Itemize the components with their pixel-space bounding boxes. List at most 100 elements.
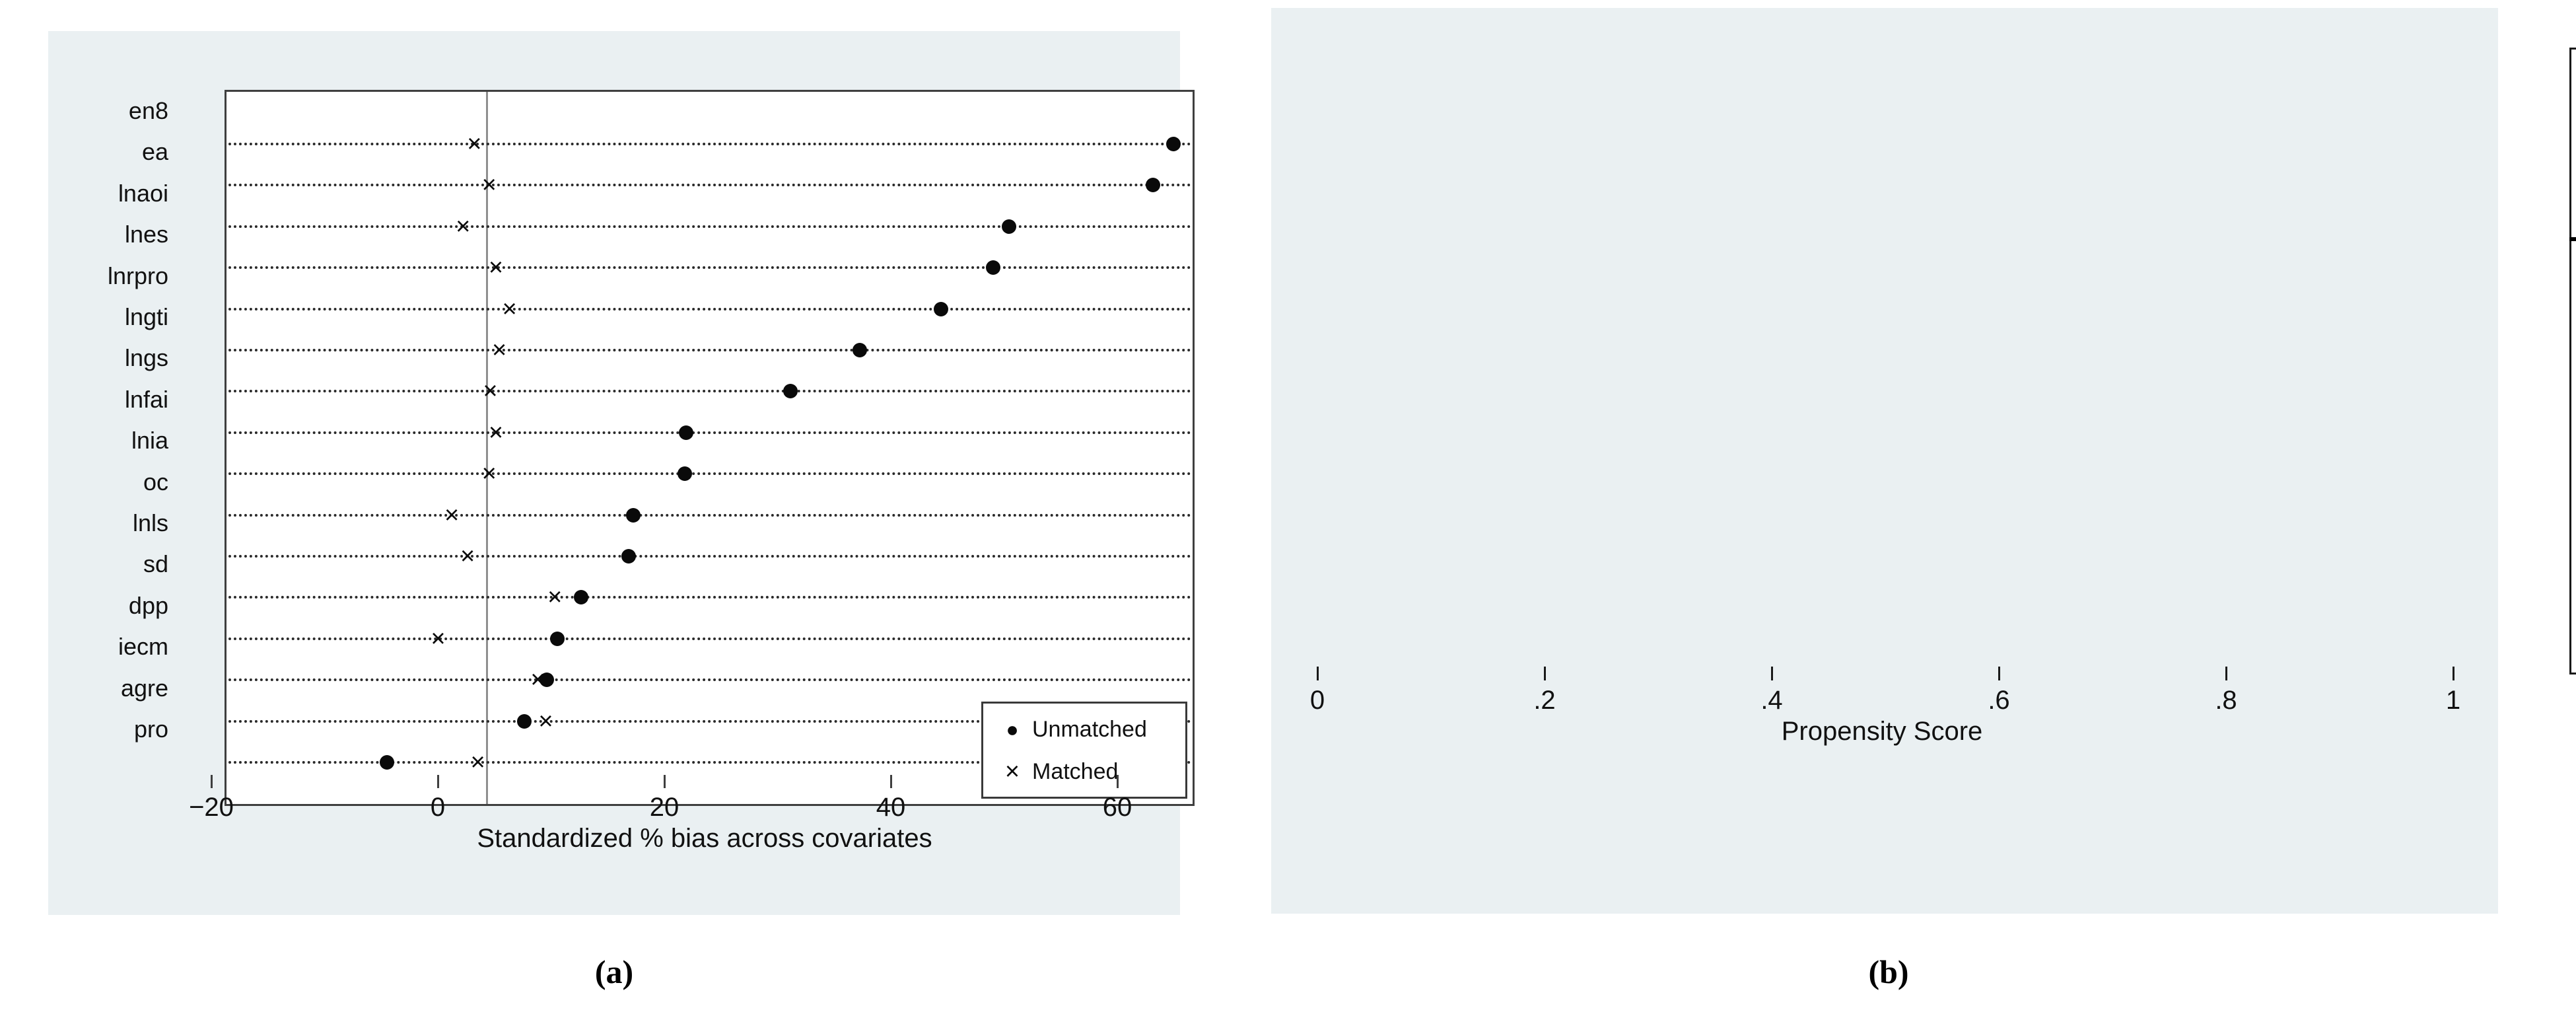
unmatched-dot-marker bbox=[573, 590, 588, 605]
x-tick-mark bbox=[664, 775, 666, 788]
x-tick-mark bbox=[2453, 667, 2454, 680]
matched-x-marker: × bbox=[456, 212, 471, 240]
x-tick-mark bbox=[2225, 667, 2227, 680]
x-tick-label: .6 bbox=[1988, 686, 2010, 715]
unmatched-dot-marker bbox=[678, 466, 693, 482]
category-label-lnia: lnia bbox=[131, 427, 168, 455]
leader-line bbox=[228, 184, 1191, 187]
category-label-lnfai: lnfai bbox=[124, 385, 168, 413]
leader-line bbox=[228, 225, 1191, 228]
histogram-plot-area bbox=[2569, 48, 2576, 674]
x-tick-mark bbox=[1998, 667, 2000, 680]
category-label-lnes: lnes bbox=[124, 221, 168, 248]
leader-line bbox=[228, 349, 1191, 351]
propensity-histogram-panel: 0.2.4.6.81 Propensity Score Untreated: O… bbox=[1271, 8, 2576, 914]
category-label-lngs: lngs bbox=[124, 344, 168, 372]
x-tick-label: 60 bbox=[1102, 793, 1132, 822]
leader-line bbox=[228, 513, 1191, 517]
matched-x-marker: × bbox=[481, 171, 497, 200]
histogram-x-axis-title: Propensity Score bbox=[1781, 717, 1983, 746]
x-tick-label: 20 bbox=[649, 793, 679, 822]
matched-x-marker: × bbox=[530, 666, 545, 694]
leader-line bbox=[228, 307, 1191, 310]
leader-line bbox=[228, 266, 1191, 270]
x-tick-label: .4 bbox=[1760, 686, 1783, 715]
x-tick-label: −20 bbox=[189, 793, 234, 822]
x-tick-mark bbox=[1317, 667, 1319, 680]
unmatched-dot-marker bbox=[679, 425, 694, 440]
x-tick-mark bbox=[1771, 667, 1773, 680]
leader-line bbox=[228, 761, 1191, 764]
x-tick-label: 0 bbox=[1309, 686, 1325, 715]
category-label-pro: pro bbox=[133, 715, 168, 743]
matched-x-marker: × bbox=[488, 254, 504, 282]
bias-chart-x-axis-title: Standardized % bias across covariates bbox=[477, 824, 932, 853]
unmatched-dot-marker bbox=[1145, 178, 1160, 193]
unmatched-dot-marker bbox=[540, 673, 555, 688]
category-label-dpp: dpp bbox=[128, 591, 168, 619]
category-label-en8: en8 bbox=[128, 97, 168, 124]
x-tick-label: .8 bbox=[2215, 686, 2237, 715]
legend-item-matched: × Matched bbox=[983, 751, 1185, 792]
x-tick-mark bbox=[437, 775, 439, 788]
dot-legend-marker-icon: ● bbox=[1006, 717, 1019, 741]
category-label-ea: ea bbox=[141, 138, 168, 166]
leader-line bbox=[228, 678, 1191, 682]
unmatched-dot-marker bbox=[625, 507, 641, 523]
category-label-lnaoi: lnaoi bbox=[118, 179, 168, 207]
x-tick-label: 1 bbox=[2445, 686, 2461, 715]
matched-x-marker: × bbox=[467, 130, 482, 158]
unmatched-dot-marker bbox=[934, 301, 948, 316]
category-label-lnrpro: lnrpro bbox=[107, 262, 168, 289]
x-tick-label: .2 bbox=[1533, 686, 1556, 715]
matched-x-marker: × bbox=[470, 748, 485, 776]
x-tick-mark bbox=[890, 775, 892, 788]
matched-x-marker: × bbox=[444, 501, 460, 529]
unmatched-dot-marker bbox=[783, 384, 798, 399]
category-label-agre: agre bbox=[120, 674, 168, 702]
unmatched-dot-marker bbox=[621, 549, 636, 564]
x-tick-label: 0 bbox=[430, 793, 446, 822]
x-tick-mark bbox=[211, 775, 213, 788]
x-tick-label: 40 bbox=[876, 793, 906, 822]
matched-x-marker: × bbox=[483, 377, 498, 406]
category-label-sd: sd bbox=[143, 550, 168, 578]
category-label-lnls: lnls bbox=[132, 509, 168, 536]
category-label-iecm: iecm bbox=[118, 633, 168, 661]
x-tick-mark bbox=[1117, 775, 1119, 788]
bias-chart-legend: ● Unmatched × Matched bbox=[981, 702, 1187, 799]
matched-x-marker: × bbox=[502, 295, 517, 323]
leader-line bbox=[228, 596, 1191, 599]
bias-chart-plot-area: × × × × × × × × × × × × × × × × ● Unmatched × Matched bbox=[225, 90, 1195, 806]
leader-line bbox=[228, 143, 1191, 145]
matched-x-marker: × bbox=[547, 583, 563, 612]
matched-x-marker: × bbox=[538, 707, 553, 735]
x-tick-mark bbox=[1544, 667, 1546, 680]
matched-x-marker: × bbox=[481, 460, 497, 488]
zero-reference-line bbox=[486, 92, 488, 804]
subfigure-caption-a: (a) bbox=[594, 953, 634, 990]
legend-item-label: Matched bbox=[1032, 759, 1119, 784]
category-label-lngti: lngti bbox=[124, 303, 168, 330]
unmatched-dot-marker bbox=[380, 755, 395, 770]
x-legend-marker-icon: × bbox=[1004, 758, 1020, 785]
unmatched-dot-marker bbox=[1166, 137, 1181, 151]
unmatched-dot-marker bbox=[852, 343, 867, 357]
matched-x-marker: × bbox=[492, 336, 507, 364]
leader-line bbox=[228, 637, 1191, 640]
legend-item-label: Unmatched bbox=[1032, 717, 1147, 742]
leader-line bbox=[228, 472, 1191, 476]
leader-line bbox=[228, 390, 1191, 393]
unmatched-dot-marker bbox=[985, 260, 1000, 275]
legend-item-unmatched: ● Unmatched bbox=[983, 709, 1185, 750]
unmatched-dot-marker bbox=[549, 631, 565, 646]
matched-x-marker: × bbox=[431, 624, 446, 653]
unmatched-dot-marker bbox=[1001, 219, 1016, 234]
histogram-baseline bbox=[2569, 237, 2576, 241]
matched-x-marker: × bbox=[488, 418, 504, 447]
matched-x-marker: × bbox=[460, 542, 475, 570]
subfigure-caption-b: (b) bbox=[1868, 953, 1909, 990]
category-label-oc: oc bbox=[143, 468, 168, 495]
leader-line bbox=[228, 431, 1191, 434]
leader-line bbox=[228, 555, 1191, 558]
